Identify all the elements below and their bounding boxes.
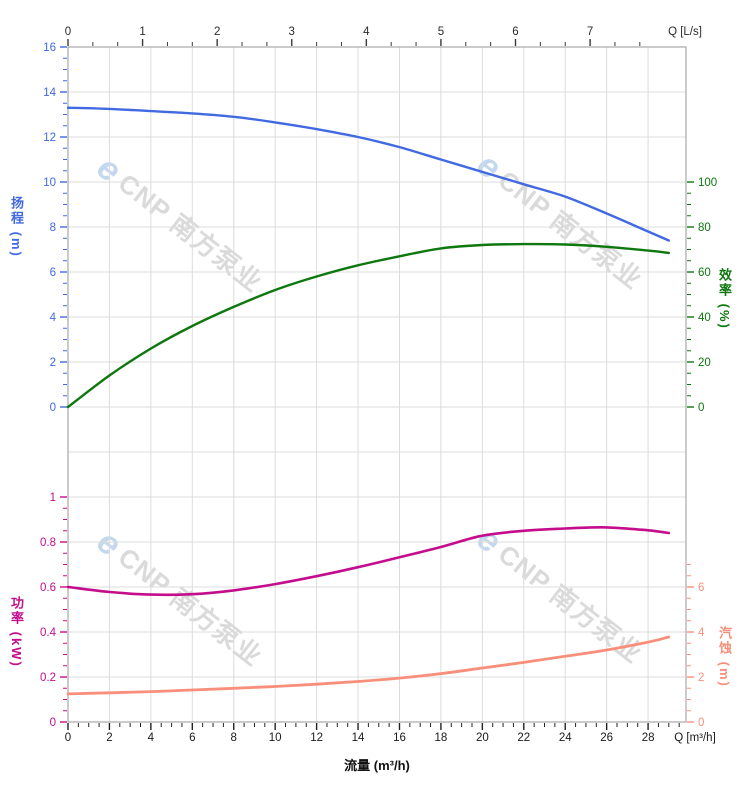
svg-text:14: 14 — [43, 87, 56, 99]
svg-text:0: 0 — [65, 732, 71, 744]
svg-text:4: 4 — [148, 732, 155, 744]
svg-text:12: 12 — [43, 132, 56, 144]
svg-text:6: 6 — [698, 582, 704, 594]
svg-text:60: 60 — [698, 267, 711, 279]
x-axis-bottom: 0 2 4 6 8 10 12 14 16 18 20 22 24 26 28 Q [m³/h] — [65, 723, 716, 744]
svg-text:20: 20 — [476, 732, 489, 744]
svg-text:18: 18 — [435, 732, 448, 744]
x-axis-top: 0 1 2 3 4 5 6 7 Q [L/s] — [65, 26, 702, 46]
svg-text:4: 4 — [50, 312, 57, 324]
svg-text:0: 0 — [698, 717, 704, 729]
svg-text:4: 4 — [363, 26, 370, 38]
y-axis-npsh: 0 2 4 6 — [687, 564, 705, 729]
svg-text:10: 10 — [43, 177, 56, 189]
npsh-axis-title: 汽蚀 (m) — [717, 626, 732, 688]
svg-text:1: 1 — [50, 492, 56, 504]
svg-text:24: 24 — [559, 732, 572, 744]
svg-text:0.2: 0.2 — [40, 672, 56, 684]
grid — [68, 47, 686, 722]
svg-text:Q [L/s]: Q [L/s] — [668, 26, 702, 38]
svg-text:22: 22 — [517, 732, 530, 744]
svg-text:6: 6 — [512, 26, 518, 38]
svg-text:100: 100 — [698, 177, 717, 189]
svg-text:2: 2 — [50, 357, 56, 369]
svg-text:7: 7 — [587, 26, 593, 38]
svg-text:14: 14 — [352, 732, 365, 744]
y-axis-power: 0 0.2 0.4 0.6 0.8 1 — [40, 492, 67, 729]
svg-text:16: 16 — [43, 42, 56, 54]
head-curve — [66, 106, 670, 242]
svg-text:3: 3 — [289, 26, 295, 38]
y-axis-efficiency: 0 20 40 60 80 100 — [687, 177, 717, 414]
flow-axis-title: 流量 (m³/h) — [344, 758, 410, 773]
svg-text:12: 12 — [310, 732, 323, 744]
svg-text:2: 2 — [106, 732, 112, 744]
svg-text:26: 26 — [600, 732, 613, 744]
svg-text:2: 2 — [214, 26, 220, 38]
svg-text:4: 4 — [698, 627, 705, 639]
efficiency-curve — [66, 242, 670, 409]
power-axis-title: 功率 (kW) — [9, 596, 24, 668]
svg-text:0.6: 0.6 — [40, 582, 56, 594]
power-curve — [66, 526, 671, 597]
svg-text:8: 8 — [231, 732, 237, 744]
svg-text:6: 6 — [50, 267, 56, 279]
curves — [66, 106, 671, 696]
svg-text:Q [m³/h]: Q [m³/h] — [674, 732, 716, 744]
head-axis-title: 扬程 (m) — [9, 196, 24, 258]
svg-text:2: 2 — [698, 672, 704, 684]
svg-text:28: 28 — [642, 732, 655, 744]
plot-border — [67, 46, 687, 723]
svg-text:80: 80 — [698, 222, 711, 234]
svg-text:10: 10 — [269, 732, 282, 744]
svg-text:6: 6 — [189, 732, 195, 744]
svg-text:5: 5 — [438, 26, 444, 38]
svg-text:40: 40 — [698, 312, 711, 324]
svg-text:16: 16 — [393, 732, 406, 744]
svg-text:0: 0 — [698, 402, 704, 414]
svg-text:0.4: 0.4 — [40, 627, 57, 639]
svg-text:0.8: 0.8 — [40, 537, 56, 549]
svg-text:0: 0 — [50, 717, 56, 729]
y-axis-head: 0 2 4 6 8 10 12 14 16 — [43, 42, 67, 414]
svg-text:0: 0 — [65, 26, 71, 38]
npsh-curve — [66, 635, 671, 696]
svg-text:1: 1 — [139, 26, 145, 38]
efficiency-axis-title: 效率 (%) — [717, 268, 732, 330]
svg-text:20: 20 — [698, 357, 711, 369]
svg-text:0: 0 — [50, 402, 56, 414]
svg-text:8: 8 — [50, 222, 56, 234]
